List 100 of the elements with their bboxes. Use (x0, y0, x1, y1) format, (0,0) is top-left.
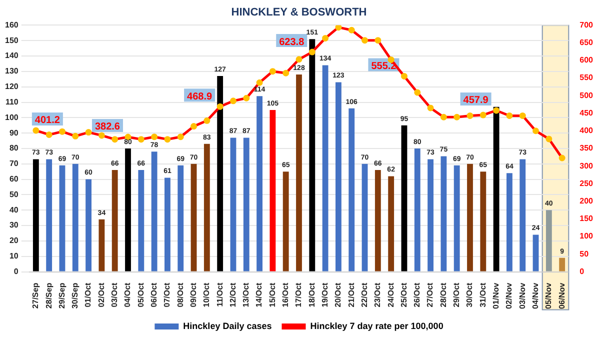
y-tick-label: 70 (9, 159, 19, 168)
data-label: 457.9 (463, 95, 489, 106)
bar (374, 170, 381, 272)
y-tick-label: 20 (9, 236, 19, 246)
x-tick-label: 25/Oct (399, 282, 408, 308)
bar (454, 165, 460, 272)
bar (401, 125, 408, 272)
x-tick-label: 06/Nov (557, 282, 566, 309)
y2-tick-label: 300 (580, 161, 594, 170)
bar (546, 210, 552, 272)
bar (72, 164, 78, 272)
y-tick-label: 160 (4, 20, 19, 30)
bar (230, 138, 236, 272)
y2-tick-label: 0 (580, 266, 585, 276)
x-tick-label: 02/Oct (96, 282, 106, 308)
bar (309, 39, 316, 272)
y-tick-label: 10 (9, 252, 19, 261)
y2-tick-label: 350 (580, 144, 594, 153)
y2-tick-label: 450 (580, 108, 594, 118)
bar (98, 219, 105, 272)
y-tick-label: 60 (9, 174, 19, 184)
x-tick-label: 03/Nov (518, 282, 527, 309)
bar (125, 148, 131, 272)
y2-tick-label: 100 (580, 232, 594, 241)
x-tick-label: 04/Oct (123, 282, 132, 308)
x-tick-label: 10/Oct (202, 282, 212, 308)
y-tick-label: 150 (4, 36, 19, 45)
y-tick-label: 100 (4, 112, 19, 122)
x-tick-label: 03/Oct (110, 282, 120, 308)
x-tick-label: 02/Nov (504, 282, 514, 309)
bar (388, 176, 394, 272)
bar (362, 164, 368, 272)
bar (138, 170, 144, 272)
y-tick-label: 110 (5, 97, 19, 106)
y-tick-label: 40 (9, 205, 19, 214)
data-label: 382.6 (94, 122, 120, 133)
bar (520, 159, 526, 272)
x-tick-label: 27/Oct (426, 282, 435, 308)
y2-tick-label: 400 (580, 126, 594, 136)
y2-tick-label: 50 (580, 249, 590, 258)
y-tick-label: 90 (9, 128, 19, 138)
x-tick-label: 04/Nov (530, 282, 540, 309)
x-tick-label: 12/Oct (228, 282, 238, 308)
x-tick-label: 05/Oct (136, 282, 146, 308)
y2-tick-label: 600 (580, 56, 594, 65)
x-tick-label: 17/Oct (294, 282, 304, 308)
y2-tick-label: 550 (580, 73, 594, 82)
bar (217, 76, 224, 272)
bar (256, 96, 262, 272)
x-tick-label: 14/Oct (254, 282, 264, 308)
y-tick-label: 140 (4, 51, 19, 60)
y-tick-label: 120 (4, 82, 19, 92)
bar (467, 164, 473, 272)
x-tick-label: 20/Oct (334, 282, 343, 308)
x-tick-label: 05/Nov (544, 282, 554, 309)
x-tick-label: 23/Oct (373, 282, 382, 308)
y2-tick-label: 500 (580, 90, 594, 100)
x-tick-label: 24/Oct (386, 282, 396, 308)
y-tick-label: 30 (9, 220, 19, 230)
x-tick-label: 08/Oct (176, 282, 185, 308)
x-tick-label: 18/Oct (307, 282, 316, 308)
bar (112, 170, 118, 272)
x-tick-label: 22/Oct (360, 282, 369, 308)
bar (480, 172, 486, 272)
legend-label: Hinckley 7 day rate per 100,000 (310, 320, 444, 331)
data-label: 623.8 (279, 36, 305, 48)
bar (46, 159, 52, 272)
bar (336, 82, 342, 272)
x-tick-label: 06/Oct (150, 282, 159, 308)
bar (164, 178, 170, 272)
bar (190, 164, 197, 272)
y2-tick-label: 250 (580, 178, 594, 188)
x-tick-label: 30/Oct (465, 282, 474, 308)
x-tick-label: 30/Sep (70, 282, 80, 309)
y-tick-label: 0 (14, 266, 19, 276)
y2-tick-label: 650 (580, 38, 594, 48)
x-tick-label: 19/Oct (320, 282, 330, 308)
bar (414, 148, 420, 272)
bar (151, 152, 158, 272)
data-label: 468.9 (187, 91, 213, 102)
y2-tick-label: 150 (580, 214, 594, 224)
x-tick-label: 26/Oct (412, 282, 422, 308)
bar (282, 172, 289, 272)
bar (86, 179, 92, 272)
x-tick-label: 21/Oct (346, 282, 356, 308)
x-tick-label: 29/Oct (452, 282, 462, 308)
x-tick-label: 28/Oct (438, 282, 448, 308)
bar (322, 65, 328, 272)
data-label: 401.2 (34, 115, 60, 126)
y-tick-label: 130 (4, 66, 19, 76)
bar (243, 138, 250, 272)
x-tick-label: 15/Oct (268, 282, 277, 308)
chart-title: HINCKLEY & BOSWORTH (231, 6, 367, 19)
y2-tick-label: 700 (580, 20, 594, 30)
bar (348, 108, 355, 272)
x-tick-label: 01/Oct (84, 282, 93, 308)
bar (493, 106, 500, 272)
x-tick-label: 11/Oct (215, 282, 224, 307)
bar (506, 173, 512, 272)
bar (532, 234, 539, 272)
